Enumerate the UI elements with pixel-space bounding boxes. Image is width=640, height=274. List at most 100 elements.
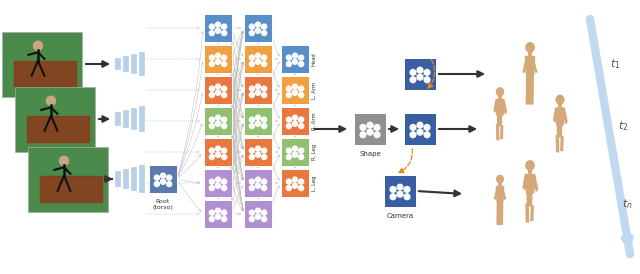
Circle shape [299, 55, 304, 60]
Circle shape [360, 132, 366, 138]
Circle shape [216, 84, 221, 89]
Bar [204, 200, 232, 228]
Circle shape [161, 173, 166, 178]
Circle shape [221, 86, 227, 91]
Bar [204, 14, 232, 42]
Circle shape [292, 121, 298, 126]
Polygon shape [497, 201, 500, 224]
Ellipse shape [497, 175, 503, 183]
Circle shape [390, 187, 396, 192]
Circle shape [250, 93, 254, 98]
Circle shape [255, 177, 260, 182]
Polygon shape [532, 175, 538, 192]
Bar [131, 167, 137, 191]
Circle shape [250, 210, 254, 215]
Bar [281, 45, 309, 73]
Polygon shape [530, 75, 533, 104]
Bar [244, 169, 272, 197]
Circle shape [221, 179, 227, 184]
Circle shape [410, 124, 416, 130]
Circle shape [262, 55, 267, 60]
Polygon shape [499, 183, 501, 185]
Circle shape [221, 216, 227, 222]
Circle shape [209, 155, 214, 159]
Bar [384, 175, 416, 207]
Circle shape [417, 74, 423, 80]
Circle shape [250, 30, 254, 36]
Circle shape [262, 179, 267, 184]
Circle shape [209, 148, 214, 153]
Polygon shape [556, 135, 559, 152]
Bar [149, 165, 177, 193]
Polygon shape [561, 137, 563, 151]
Circle shape [286, 86, 291, 91]
Circle shape [250, 124, 254, 129]
Circle shape [209, 124, 214, 129]
Polygon shape [527, 193, 529, 204]
Polygon shape [495, 187, 498, 199]
Circle shape [221, 62, 227, 67]
Circle shape [255, 146, 260, 151]
Circle shape [299, 117, 304, 122]
Polygon shape [531, 206, 533, 221]
Circle shape [250, 86, 254, 91]
Ellipse shape [497, 88, 504, 96]
Bar [115, 171, 121, 187]
Polygon shape [502, 99, 506, 114]
Circle shape [250, 216, 254, 222]
Bar [354, 113, 386, 145]
Bar [204, 45, 232, 73]
Circle shape [262, 216, 267, 222]
Bar [244, 45, 272, 73]
Text: $t_1$: $t_1$ [610, 57, 621, 71]
Polygon shape [526, 204, 529, 222]
Circle shape [209, 86, 214, 91]
Bar [281, 76, 309, 104]
Polygon shape [529, 193, 532, 206]
Circle shape [209, 185, 214, 190]
Polygon shape [554, 108, 557, 122]
Circle shape [299, 185, 304, 190]
Polygon shape [499, 96, 501, 98]
Circle shape [262, 86, 267, 91]
Ellipse shape [526, 43, 534, 52]
Text: Shape: Shape [359, 151, 381, 157]
Circle shape [255, 84, 260, 89]
Circle shape [60, 156, 68, 165]
Circle shape [250, 185, 254, 190]
Circle shape [221, 117, 227, 122]
Circle shape [262, 210, 267, 215]
Polygon shape [497, 124, 499, 140]
Circle shape [255, 208, 260, 213]
Circle shape [250, 24, 254, 29]
Circle shape [216, 115, 221, 120]
Polygon shape [532, 58, 537, 72]
Circle shape [417, 122, 423, 128]
Polygon shape [494, 99, 498, 112]
Circle shape [262, 24, 267, 29]
Bar [15, 87, 95, 152]
Circle shape [221, 93, 227, 98]
Circle shape [216, 59, 221, 64]
Circle shape [209, 216, 214, 222]
Circle shape [367, 129, 373, 135]
Circle shape [209, 210, 214, 215]
Polygon shape [14, 61, 76, 87]
Text: Head: Head [312, 52, 317, 66]
Polygon shape [500, 201, 502, 224]
Circle shape [286, 155, 291, 159]
Circle shape [299, 155, 304, 159]
Polygon shape [526, 75, 530, 104]
Bar [115, 58, 121, 70]
Polygon shape [559, 125, 562, 137]
Circle shape [397, 191, 403, 197]
Text: $t_n$: $t_n$ [622, 197, 633, 211]
Circle shape [209, 55, 214, 60]
Circle shape [255, 59, 260, 64]
Circle shape [299, 62, 304, 67]
Circle shape [250, 148, 254, 153]
Circle shape [255, 183, 260, 188]
Polygon shape [499, 115, 502, 126]
Circle shape [216, 121, 221, 126]
Text: Camera: Camera [387, 213, 413, 219]
